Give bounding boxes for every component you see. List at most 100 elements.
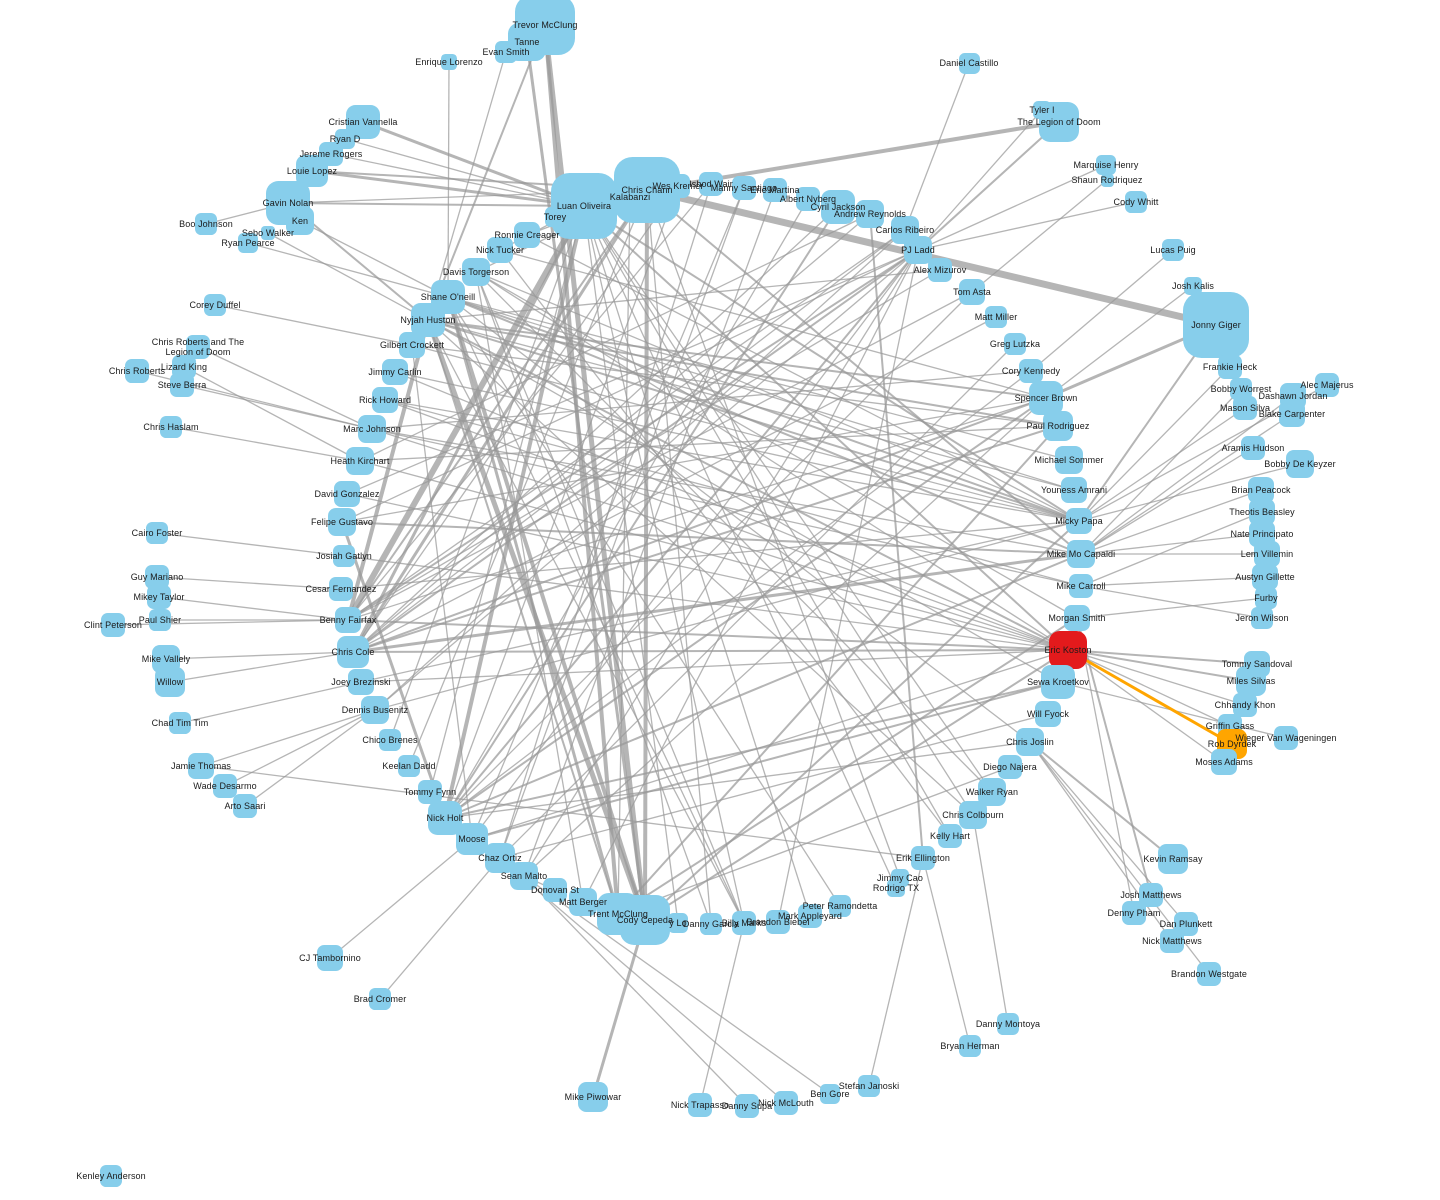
graph-node[interactable]: [170, 373, 194, 397]
graph-node[interactable]: [485, 843, 515, 873]
graph-node[interactable]: [551, 173, 617, 239]
graph-node[interactable]: [578, 1082, 608, 1112]
graph-node[interactable]: [1043, 411, 1073, 441]
graph-node[interactable]: [1184, 277, 1202, 295]
graph-node[interactable]: [1251, 607, 1273, 629]
graph-node[interactable]: [985, 306, 1007, 328]
graph-node[interactable]: [958, 52, 980, 74]
graph-node[interactable]: [569, 888, 597, 916]
graph-node[interactable]: [462, 258, 490, 286]
graph-node[interactable]: [1160, 929, 1184, 953]
graph-node[interactable]: [959, 1035, 981, 1057]
graph-node[interactable]: [1315, 373, 1339, 397]
graph-node[interactable]: [1055, 446, 1083, 474]
graph-node[interactable]: [688, 1093, 712, 1117]
graph-node[interactable]: [1039, 102, 1079, 142]
graph-node[interactable]: [1061, 477, 1087, 503]
graph-node[interactable]: [798, 904, 822, 928]
graph-node[interactable]: [763, 178, 787, 202]
graph-node[interactable]: [1158, 844, 1188, 874]
graph-node[interactable]: [1035, 701, 1061, 727]
graph-node[interactable]: [333, 545, 355, 567]
graph-node[interactable]: [938, 824, 962, 848]
graph-node[interactable]: [1279, 401, 1305, 427]
graph-node[interactable]: [382, 359, 408, 385]
graph-node[interactable]: [959, 279, 985, 305]
graph-node[interactable]: [346, 447, 374, 475]
graph-node[interactable]: [1096, 155, 1116, 175]
graph-node[interactable]: [335, 607, 361, 633]
graph-node[interactable]: [1252, 564, 1278, 590]
graph-node[interactable]: [379, 729, 401, 751]
graph-node[interactable]: [398, 755, 420, 777]
graph-node[interactable]: [204, 294, 226, 316]
graph-node[interactable]: [1233, 396, 1257, 420]
graph-node[interactable]: [317, 945, 343, 971]
graph-node[interactable]: [195, 213, 217, 235]
graph-node[interactable]: [699, 172, 723, 196]
graph-node[interactable]: [1066, 508, 1092, 534]
graph-node[interactable]: [904, 236, 932, 264]
graph-node[interactable]: [1125, 191, 1147, 213]
graph-node[interactable]: [1162, 239, 1184, 261]
graph-node[interactable]: [495, 41, 517, 63]
graph-node[interactable]: [796, 187, 820, 211]
graph-node[interactable]: [997, 1013, 1019, 1035]
graph-node[interactable]: [487, 237, 513, 263]
graph-node[interactable]: [959, 801, 987, 829]
graph-node[interactable]: [101, 613, 125, 637]
graph-node[interactable]: [774, 1091, 798, 1115]
graph-node[interactable]: [358, 415, 386, 443]
graph-node[interactable]: [100, 1165, 122, 1187]
graph-node[interactable]: [545, 207, 565, 227]
graph-node[interactable]: [147, 585, 171, 609]
graph-node[interactable]: [829, 895, 851, 917]
graph-node[interactable]: [329, 577, 353, 601]
graph-node[interactable]: [149, 609, 171, 631]
graph-node[interactable]: [1100, 173, 1114, 187]
graph-node[interactable]: [666, 174, 690, 198]
graph-node[interactable]: [286, 207, 314, 235]
graph-node[interactable]: [1218, 355, 1242, 379]
graph-node[interactable]: [700, 913, 722, 935]
graph-node[interactable]: [334, 481, 360, 507]
graph-node[interactable]: [1197, 962, 1221, 986]
graph-node[interactable]: [1029, 381, 1063, 415]
graph-node[interactable]: [431, 280, 465, 314]
graph-node[interactable]: [998, 755, 1022, 779]
graph-node[interactable]: [1004, 333, 1026, 355]
graph-node[interactable]: [732, 176, 756, 200]
graph-node[interactable]: [1041, 665, 1075, 699]
graph-node[interactable]: [735, 1094, 759, 1118]
graph-node[interactable]: [160, 416, 182, 438]
graph-node[interactable]: [125, 359, 149, 383]
graph-node[interactable]: [1016, 728, 1044, 756]
graph-node[interactable]: [1183, 292, 1249, 358]
graph-node[interactable]: [856, 200, 884, 228]
graph-node[interactable]: [348, 669, 374, 695]
graph-node[interactable]: [1255, 587, 1277, 609]
graph-node[interactable]: [261, 226, 275, 240]
graph-node[interactable]: [1064, 605, 1090, 631]
graph-node[interactable]: [732, 911, 756, 935]
graph-node[interactable]: [369, 988, 391, 1010]
graph-node[interactable]: [543, 878, 567, 902]
graph-node[interactable]: [169, 712, 191, 734]
graph-node[interactable]: [238, 233, 258, 253]
graph-node[interactable]: [887, 879, 905, 897]
graph-node[interactable]: [615, 182, 645, 212]
graph-node[interactable]: [1286, 450, 1314, 478]
graph-node[interactable]: [372, 387, 398, 413]
graph-node[interactable]: [146, 522, 168, 544]
graph-node[interactable]: [928, 258, 952, 282]
graph-node[interactable]: [766, 910, 790, 934]
graph-node[interactable]: [361, 696, 389, 724]
graph-node[interactable]: [213, 774, 237, 798]
graph-node[interactable]: [1248, 477, 1274, 503]
graph-node[interactable]: [1236, 666, 1266, 696]
graph-node[interactable]: [820, 1084, 840, 1104]
graph-node[interactable]: [597, 893, 639, 935]
graph-node[interactable]: [1019, 359, 1043, 383]
graph-node[interactable]: [155, 667, 185, 697]
graph-node[interactable]: [328, 508, 356, 536]
